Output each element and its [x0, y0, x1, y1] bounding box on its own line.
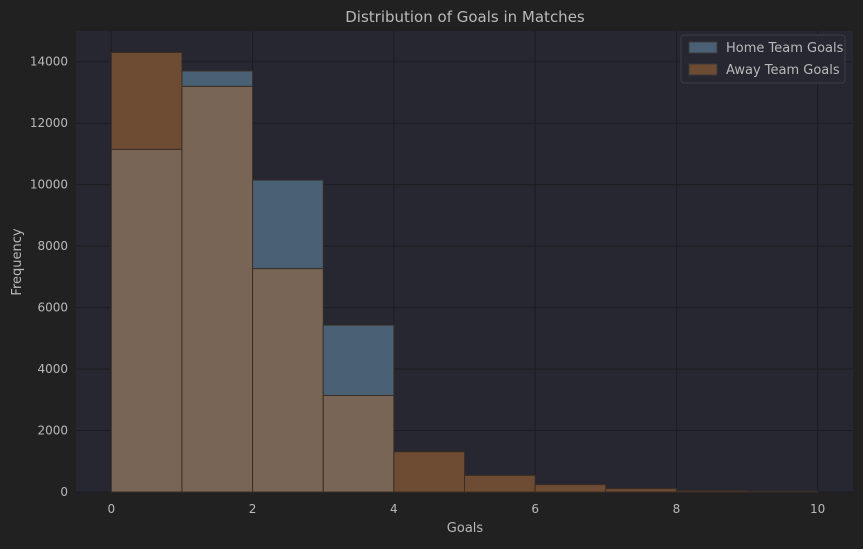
y-tick-label: 14000	[30, 55, 68, 69]
y-axis-label: Frequency	[10, 228, 25, 295]
y-tick-label: 0	[60, 485, 68, 499]
overlap-bar	[252, 268, 324, 493]
legend-label-home: Home Team Goals	[726, 41, 844, 56]
x-tick-label: 6	[531, 502, 539, 516]
x-axis-ticks: 0 2 4 6 8 10	[107, 502, 825, 516]
away-goals-bar	[534, 484, 607, 493]
x-tick-label: 4	[390, 502, 398, 516]
x-tick-label: 0	[107, 502, 115, 516]
home-goals-bar	[252, 179, 324, 270]
home-goals-bar	[322, 324, 395, 396]
x-tick-label: 2	[249, 502, 257, 516]
legend: Home Team Goals Away Team Goals	[680, 34, 846, 84]
away-goals-bar	[675, 490, 748, 493]
y-tick-label: 2000	[37, 424, 68, 438]
away-goals-bar	[110, 52, 183, 150]
bars	[110, 52, 819, 493]
legend-swatch-away	[688, 63, 718, 76]
y-tick-label: 8000	[37, 239, 68, 253]
home-goals-bar	[181, 70, 254, 87]
overlap-bar	[181, 85, 254, 493]
legend-box	[680, 34, 846, 84]
y-tick-label: 4000	[37, 362, 68, 376]
legend-swatch-home	[688, 41, 718, 54]
y-tick-label: 12000	[30, 116, 68, 130]
away-goals-bar	[605, 488, 677, 493]
chart-title: Distribution of Goals in Matches	[345, 8, 585, 26]
overlap-bar	[110, 148, 183, 493]
x-axis-label: Goals	[447, 521, 484, 536]
overlap-bar	[322, 394, 395, 493]
x-tick-label: 10	[810, 502, 825, 516]
y-tick-label: 6000	[37, 301, 68, 315]
x-tick-label: 8	[673, 502, 681, 516]
legend-label-away: Away Team Goals	[726, 63, 840, 78]
y-tick-label: 10000	[30, 178, 68, 192]
away-goals-bar	[464, 474, 536, 493]
away-goals-bar	[746, 490, 819, 493]
away-goals-bar	[393, 451, 466, 493]
y-axis-ticks: 0 2000 4000 6000 8000 10000 12000 14000	[30, 55, 68, 499]
